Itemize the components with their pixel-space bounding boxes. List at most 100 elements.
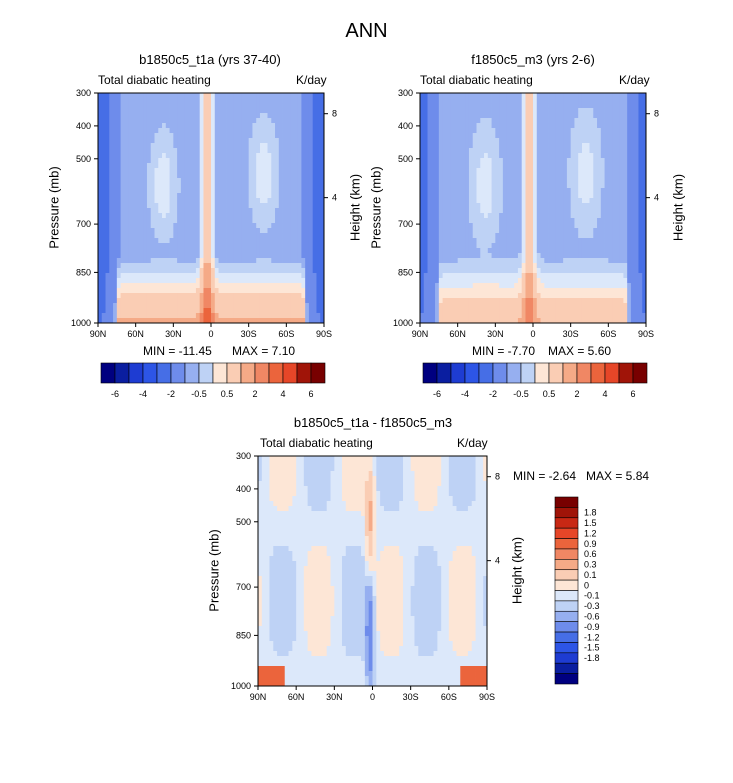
- heatmap-cell: [427, 258, 432, 264]
- heatmap-cell: [282, 188, 287, 194]
- heatmap-cell: [623, 118, 628, 124]
- heatmap-cell: [563, 208, 568, 214]
- heatmap-cell: [252, 98, 257, 104]
- heatmap-cell: [457, 243, 462, 249]
- heatmap-cell: [525, 153, 530, 159]
- heatmap-cell: [218, 133, 223, 139]
- heatmap-cell: [150, 238, 155, 244]
- heatmap-cell: [241, 308, 246, 314]
- heatmap-cell: [578, 238, 583, 244]
- heatmap-cell: [600, 133, 605, 139]
- heatmap-cell: [442, 143, 447, 149]
- heatmap-cell: [199, 198, 204, 204]
- heatmap-cell: [256, 103, 261, 109]
- heatmap-cell: [566, 178, 572, 184]
- heatmap-cell: [551, 258, 556, 264]
- heatmap-cell: [555, 123, 560, 129]
- heatmap-cell: [301, 253, 306, 259]
- heatmap-cell: [308, 298, 314, 304]
- heatmap-cell: [259, 253, 265, 259]
- heatmap-cell: [581, 253, 587, 259]
- heatmap-cell: [570, 193, 575, 199]
- heatmap-cell: [195, 233, 201, 239]
- heatmap-cell: [241, 288, 246, 294]
- heatmap-cell: [214, 278, 219, 284]
- heatmap-cell: [442, 183, 447, 189]
- heatmap-cell: [192, 228, 197, 234]
- heatmap-cell: [566, 248, 572, 254]
- heatmap-cell: [222, 93, 227, 99]
- heatmap-cell: [222, 123, 227, 129]
- heatmap-cell: [139, 228, 144, 234]
- heatmap-cell: [491, 118, 496, 124]
- heatmap-cell: [120, 283, 125, 289]
- heatmap-cell: [468, 173, 474, 179]
- heatmap-cell: [484, 108, 489, 114]
- heatmap-cell: [453, 258, 459, 264]
- heatmap-cell: [619, 128, 624, 134]
- heatmap-cell: [593, 103, 598, 109]
- heatmap-cell: [244, 218, 250, 224]
- heatmap-cell: [290, 178, 295, 184]
- heatmap-cell: [563, 268, 568, 274]
- heatmap-cell: [184, 308, 189, 314]
- heatmap-cell: [275, 263, 280, 269]
- heatmap-cell: [578, 138, 583, 144]
- heatmap-cell: [120, 273, 125, 279]
- heatmap-cell: [173, 203, 178, 209]
- heatmap-cell: [581, 223, 587, 229]
- heatmap-cell: [233, 173, 238, 179]
- heatmap-cell: [495, 128, 500, 134]
- heatmap-cell: [529, 168, 534, 174]
- heatmap-cell: [169, 248, 174, 254]
- heatmap-cell: [244, 118, 250, 124]
- heatmap-cell: [514, 173, 519, 179]
- heatmap-cell: [438, 183, 443, 189]
- heatmap-cell: [563, 98, 568, 104]
- heatmap-cell: [192, 243, 197, 249]
- heatmap-cell: [301, 263, 306, 269]
- heatmap-cell: [109, 203, 114, 209]
- heatmap-cell: [499, 113, 504, 119]
- heatmap-cell: [173, 98, 178, 104]
- heatmap-cell: [192, 203, 197, 209]
- heatmap-cell: [105, 283, 110, 289]
- heatmap-cell: [420, 168, 425, 174]
- heatmap-cell: [169, 178, 174, 184]
- heatmap-cell: [109, 163, 114, 169]
- heatmap-cell: [578, 268, 583, 274]
- heatmap-cell: [199, 103, 204, 109]
- heatmap-cell: [233, 243, 238, 249]
- heatmap-cell: [548, 193, 553, 199]
- heatmap-cell: [468, 123, 474, 129]
- heatmap-cell: [229, 103, 234, 109]
- heatmap-cell: [438, 128, 443, 134]
- heatmap-cell: [301, 133, 306, 139]
- heatmap-cell: [585, 108, 590, 114]
- heatmap-cell: [308, 113, 314, 119]
- heatmap-cell: [476, 263, 481, 269]
- heatmap-cell: [495, 118, 500, 124]
- heatmap-cell: [589, 103, 594, 109]
- heatmap-cell: [615, 178, 621, 184]
- heatmap-cell: [143, 243, 148, 249]
- heatmap-cell: [570, 253, 575, 259]
- heatmap-cell: [301, 228, 306, 234]
- heatmap-cell: [271, 238, 276, 244]
- heatmap-cell: [113, 198, 118, 204]
- heatmap-cell: [476, 248, 481, 254]
- heatmap-cell: [540, 103, 545, 109]
- heatmap-cell: [581, 213, 587, 219]
- heatmap-cell: [427, 218, 432, 224]
- heatmap-cell: [438, 163, 443, 169]
- heatmap-cell: [589, 188, 594, 194]
- heatmap-cell: [305, 243, 310, 249]
- heatmap-cell: [113, 288, 118, 294]
- heatmap-cell: [180, 258, 186, 264]
- heatmap-cell: [192, 313, 197, 319]
- heatmap-cell: [320, 228, 325, 234]
- heatmap-cell: [536, 248, 541, 254]
- heatmap-cell: [282, 168, 287, 174]
- heatmap-cell: [135, 148, 140, 154]
- heatmap-cell: [499, 93, 504, 99]
